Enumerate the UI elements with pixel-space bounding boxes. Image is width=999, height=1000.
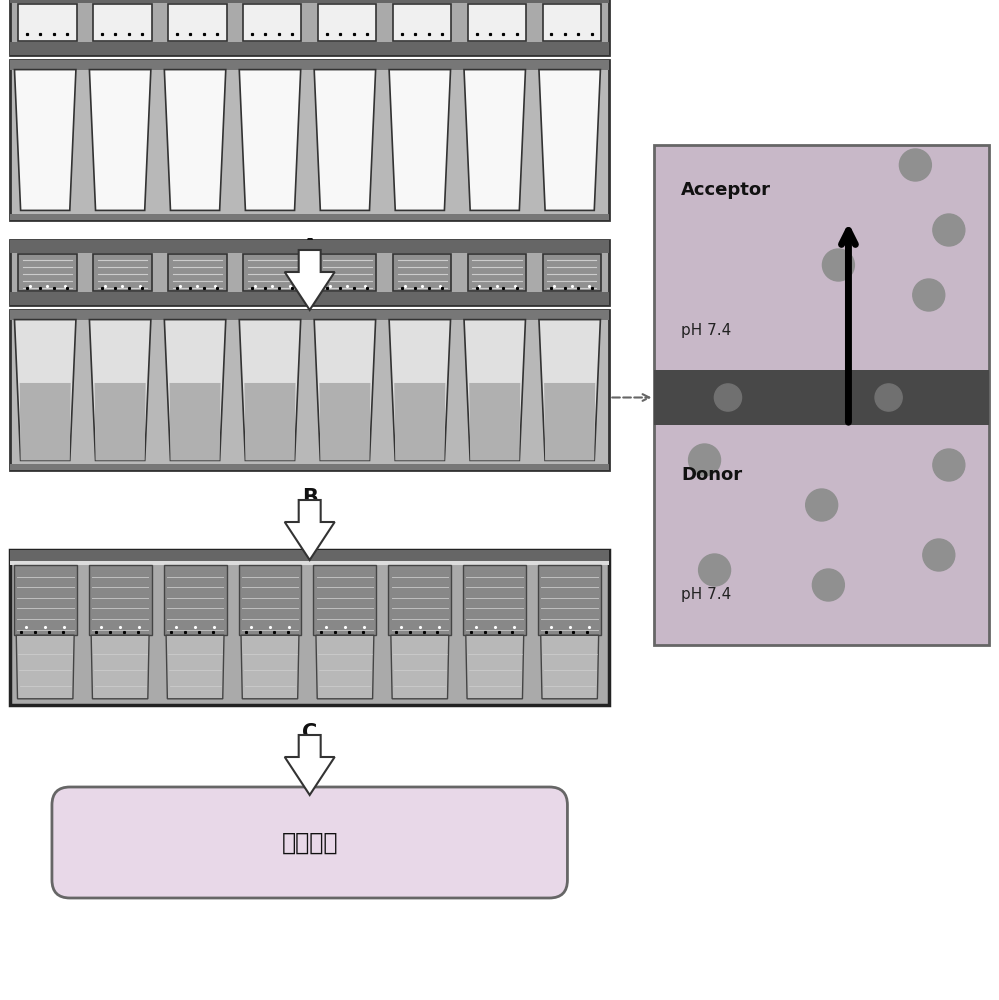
Bar: [14, 565, 77, 635]
Bar: [10, 550, 609, 561]
Polygon shape: [241, 635, 299, 699]
Text: A: A: [302, 238, 318, 258]
Bar: [314, 565, 377, 635]
Bar: [168, 254, 227, 291]
Text: B: B: [302, 488, 318, 508]
Bar: [389, 565, 452, 635]
Polygon shape: [14, 70, 76, 210]
Text: pH 7.4: pH 7.4: [681, 323, 731, 338]
Circle shape: [913, 279, 945, 311]
Circle shape: [875, 384, 902, 411]
Bar: [468, 254, 526, 291]
Polygon shape: [391, 635, 449, 699]
Bar: [10, 0, 609, 3]
Bar: [393, 4, 452, 41]
Bar: [93, 254, 152, 291]
Bar: [10, 464, 609, 470]
Bar: [468, 4, 526, 41]
Bar: [239, 565, 302, 635]
Polygon shape: [285, 500, 335, 560]
Polygon shape: [164, 320, 226, 460]
Bar: [10, 550, 609, 705]
Bar: [10, 60, 609, 220]
Polygon shape: [285, 735, 335, 795]
Bar: [18, 254, 77, 291]
Bar: [538, 565, 601, 635]
Polygon shape: [314, 320, 376, 460]
Bar: [10, 60, 609, 70]
Circle shape: [805, 489, 838, 521]
Polygon shape: [539, 70, 600, 210]
Polygon shape: [314, 70, 376, 210]
Polygon shape: [464, 70, 525, 210]
Bar: [10, 310, 609, 470]
Polygon shape: [390, 70, 451, 210]
Circle shape: [933, 214, 965, 246]
Polygon shape: [20, 383, 71, 460]
Circle shape: [698, 554, 730, 586]
Bar: [18, 4, 77, 41]
Circle shape: [812, 569, 844, 601]
Polygon shape: [245, 383, 296, 460]
Polygon shape: [90, 70, 151, 210]
Circle shape: [688, 444, 720, 476]
Bar: [464, 565, 526, 635]
Bar: [318, 4, 377, 41]
Bar: [10, 240, 609, 305]
Bar: [10, 0, 609, 55]
Text: C: C: [302, 723, 318, 743]
Circle shape: [933, 449, 965, 481]
Polygon shape: [240, 70, 301, 210]
Bar: [542, 254, 601, 291]
Bar: [654, 370, 989, 425]
Bar: [654, 145, 989, 645]
Bar: [10, 42, 609, 55]
Polygon shape: [170, 383, 221, 460]
Text: pH 7.4: pH 7.4: [681, 588, 731, 602]
Bar: [168, 4, 227, 41]
FancyBboxPatch shape: [52, 787, 567, 898]
Polygon shape: [464, 320, 525, 460]
Text: Donor: Donor: [681, 466, 742, 484]
Bar: [10, 561, 609, 565]
Text: Acceptor: Acceptor: [681, 181, 771, 199]
Bar: [89, 565, 152, 635]
Text: 浓度测定: 浓度测定: [282, 830, 338, 854]
Bar: [318, 254, 377, 291]
Bar: [542, 4, 601, 41]
Bar: [243, 4, 302, 41]
Polygon shape: [466, 635, 523, 699]
Circle shape: [822, 249, 854, 281]
Bar: [10, 310, 609, 320]
Polygon shape: [316, 635, 374, 699]
Polygon shape: [90, 320, 151, 460]
Polygon shape: [95, 383, 146, 460]
Bar: [243, 254, 302, 291]
Polygon shape: [395, 383, 446, 460]
Polygon shape: [16, 635, 74, 699]
Bar: [93, 4, 152, 41]
Polygon shape: [164, 70, 226, 210]
Polygon shape: [240, 320, 301, 460]
Polygon shape: [390, 320, 451, 460]
Polygon shape: [14, 320, 76, 460]
Bar: [393, 254, 452, 291]
Polygon shape: [539, 320, 600, 460]
Circle shape: [923, 539, 955, 571]
Bar: [10, 214, 609, 220]
Polygon shape: [285, 250, 335, 310]
Bar: [164, 565, 227, 635]
Circle shape: [899, 149, 931, 181]
Bar: [10, 292, 609, 305]
Polygon shape: [540, 635, 598, 699]
Polygon shape: [544, 383, 595, 460]
Polygon shape: [470, 383, 520, 460]
Polygon shape: [320, 383, 371, 460]
Polygon shape: [166, 635, 224, 699]
Circle shape: [714, 384, 741, 411]
Polygon shape: [91, 635, 149, 699]
Bar: [10, 240, 609, 253]
